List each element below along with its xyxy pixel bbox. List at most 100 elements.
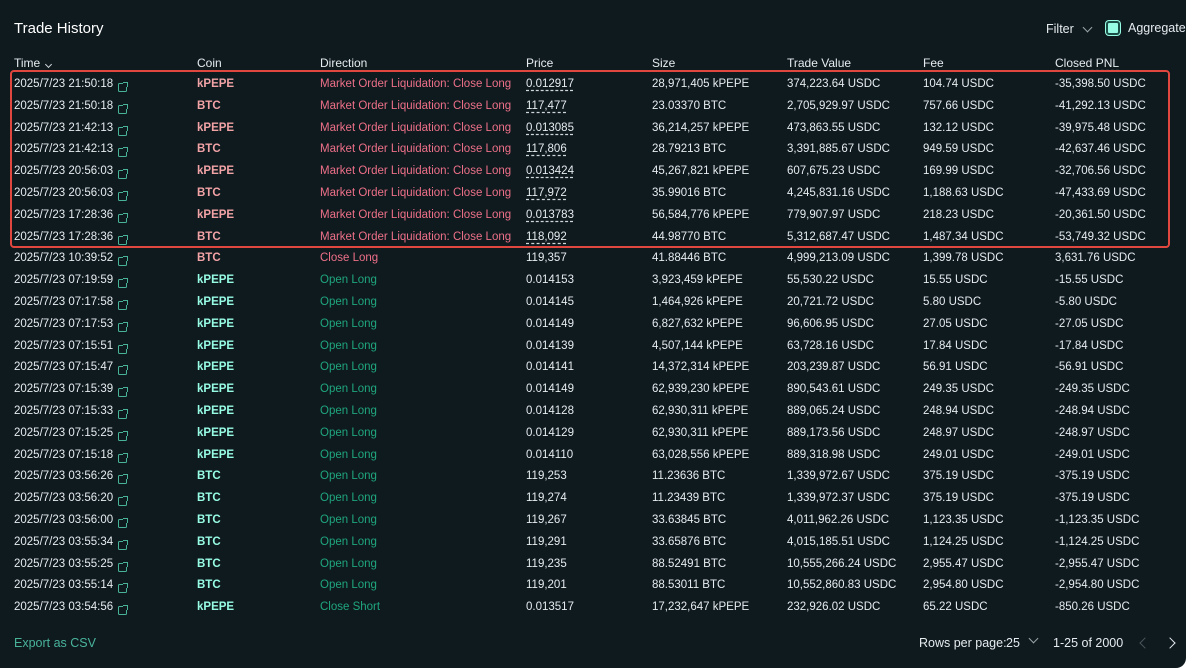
coin-cell[interactable]: kPEPE bbox=[197, 165, 235, 178]
coin-cell[interactable]: BTC bbox=[197, 470, 221, 483]
external-link-icon[interactable] bbox=[118, 605, 129, 616]
price-cell[interactable]: 117,972 bbox=[526, 186, 567, 199]
coin-cell[interactable]: BTC bbox=[197, 186, 221, 199]
coin-cell[interactable]: BTC bbox=[197, 492, 221, 505]
price-cell[interactable]: 117,477 bbox=[526, 99, 567, 112]
next-page-icon[interactable] bbox=[1164, 637, 1176, 649]
external-link-icon[interactable] bbox=[118, 169, 129, 180]
trade-value-cell: 5,312,687.47 USDC bbox=[787, 230, 890, 243]
previous-page-icon[interactable] bbox=[1139, 637, 1151, 649]
external-link-icon[interactable] bbox=[118, 474, 129, 485]
table-row: 2025/7/23 07:15:39 kPEPE Open Long 0.014149… bbox=[0, 378, 1186, 400]
price-cell: 119,235 bbox=[526, 557, 567, 570]
chevron-down-icon[interactable] bbox=[1028, 633, 1039, 644]
coin-cell[interactable]: kPEPE bbox=[197, 121, 235, 134]
column-header-fee[interactable]: Fee bbox=[923, 56, 944, 70]
external-link-icon[interactable] bbox=[118, 190, 129, 201]
external-link-icon[interactable] bbox=[118, 365, 129, 376]
column-header-coin[interactable]: Coin bbox=[197, 56, 222, 70]
closed-pnl-cell: -42,637.46 USDC bbox=[1055, 143, 1146, 156]
closed-pnl-cell: -375.19 USDC bbox=[1055, 470, 1130, 483]
external-link-icon[interactable] bbox=[118, 539, 129, 550]
size-cell: 3,923,459 kPEPE bbox=[652, 274, 743, 287]
table-row: 2025/7/23 03:56:00 BTC Open Long 119,267 33.… bbox=[0, 509, 1186, 531]
column-header-direction[interactable]: Direction bbox=[320, 56, 368, 70]
aggregate-checkbox[interactable] bbox=[1106, 21, 1120, 35]
coin-cell[interactable]: kPEPE bbox=[197, 601, 235, 614]
coin-cell[interactable]: kPEPE bbox=[197, 78, 235, 90]
trade-time: 2025/7/23 21:42:13 bbox=[14, 143, 114, 156]
coin-cell[interactable]: kPEPE bbox=[197, 274, 235, 287]
column-header-size[interactable]: Size bbox=[652, 56, 676, 70]
price-cell[interactable]: 117,806 bbox=[526, 143, 567, 156]
coin-cell[interactable]: kPEPE bbox=[197, 404, 235, 417]
external-link-icon[interactable] bbox=[118, 430, 129, 441]
coin-cell[interactable]: kPEPE bbox=[197, 426, 235, 439]
column-header-time[interactable]: Time bbox=[14, 56, 53, 70]
price-cell: 119,291 bbox=[526, 535, 567, 548]
coin-cell[interactable]: BTC bbox=[197, 99, 221, 112]
table-header: Time Coin Direction Price Size Trade Val… bbox=[0, 56, 1186, 70]
aggregate-toggle[interactable]: Aggregate bbox=[1106, 21, 1186, 35]
coin-cell[interactable]: BTC bbox=[197, 535, 221, 548]
table-row: 2025/7/23 03:55:34 BTC Open Long 119,291 33.… bbox=[0, 531, 1186, 553]
external-link-icon[interactable] bbox=[118, 517, 129, 528]
coin-cell[interactable]: kPEPE bbox=[197, 448, 235, 461]
external-link-icon[interactable] bbox=[118, 125, 129, 136]
trade-time-cell: 2025/7/23 03:54:56 bbox=[14, 601, 129, 616]
coin-cell[interactable]: BTC bbox=[197, 579, 221, 592]
column-header-price[interactable]: Price bbox=[526, 56, 554, 70]
coin-cell[interactable]: kPEPE bbox=[197, 361, 235, 374]
coin-cell[interactable]: kPEPE bbox=[197, 317, 235, 330]
external-link-icon[interactable] bbox=[118, 212, 129, 223]
external-link-icon[interactable] bbox=[118, 561, 129, 572]
external-link-icon[interactable] bbox=[118, 278, 129, 289]
trade-time: 2025/7/23 07:15:18 bbox=[14, 448, 114, 461]
price-cell[interactable]: 0.013085 bbox=[526, 121, 574, 134]
table-row: 2025/7/23 07:15:18 kPEPE Open Long 0.014110… bbox=[0, 444, 1186, 466]
external-link-icon[interactable] bbox=[118, 321, 129, 332]
closed-pnl-cell: -17.84 USDC bbox=[1055, 339, 1124, 352]
fee-cell: 949.59 USDC bbox=[923, 143, 994, 156]
table-row: 2025/7/23 03:56:26 BTC Open Long 119,253 11.… bbox=[0, 465, 1186, 487]
closed-pnl-cell: -248.97 USDC bbox=[1055, 426, 1130, 439]
coin-cell[interactable]: kPEPE bbox=[197, 383, 235, 396]
rows-per-page-select[interactable]: 25 bbox=[1006, 636, 1020, 650]
filter-dropdown[interactable]: Filter bbox=[1046, 22, 1093, 36]
external-link-icon[interactable] bbox=[118, 82, 129, 92]
column-header-closed-pnl[interactable]: Closed PNL bbox=[1055, 56, 1120, 70]
price-cell[interactable]: 0.013783 bbox=[526, 208, 574, 221]
external-link-icon[interactable] bbox=[118, 387, 129, 398]
column-header-trade-value[interactable]: Trade Value bbox=[787, 56, 852, 70]
closed-pnl-cell: -375.19 USDC bbox=[1055, 492, 1130, 505]
external-link-icon[interactable] bbox=[118, 147, 129, 158]
trade-time: 2025/7/23 21:50:18 bbox=[14, 99, 114, 112]
coin-cell[interactable]: BTC bbox=[197, 513, 221, 526]
export-csv-link[interactable]: Export as CSV bbox=[14, 636, 96, 650]
trade-value-cell: 2,705,929.97 USDC bbox=[787, 99, 890, 112]
price-cell[interactable]: 0.012917 bbox=[526, 78, 574, 90]
trade-time: 2025/7/23 07:17:58 bbox=[14, 295, 114, 308]
external-link-icon[interactable] bbox=[118, 452, 129, 463]
coin-cell[interactable]: BTC bbox=[197, 557, 221, 570]
closed-pnl-cell: -2,955.47 USDC bbox=[1055, 557, 1140, 570]
external-link-icon[interactable] bbox=[118, 408, 129, 419]
coin-cell[interactable]: kPEPE bbox=[197, 208, 235, 221]
coin-cell[interactable]: BTC bbox=[197, 230, 221, 243]
external-link-icon[interactable] bbox=[118, 496, 129, 507]
external-link-icon[interactable] bbox=[118, 256, 129, 267]
coin-cell[interactable]: BTC bbox=[197, 143, 221, 156]
external-link-icon[interactable] bbox=[118, 343, 129, 354]
coin-cell[interactable]: BTC bbox=[197, 252, 221, 265]
price-cell: 119,253 bbox=[526, 470, 567, 483]
external-link-icon[interactable] bbox=[118, 103, 129, 114]
price-cell[interactable]: 118,092 bbox=[526, 230, 567, 243]
trade-value-cell: 4,011,962.26 USDC bbox=[787, 513, 890, 526]
fee-cell: 15.55 USDC bbox=[923, 274, 988, 287]
coin-cell[interactable]: kPEPE bbox=[197, 339, 235, 352]
external-link-icon[interactable] bbox=[118, 583, 129, 594]
external-link-icon[interactable] bbox=[118, 234, 129, 245]
external-link-icon[interactable] bbox=[118, 299, 129, 310]
price-cell[interactable]: 0.013424 bbox=[526, 165, 574, 178]
coin-cell[interactable]: kPEPE bbox=[197, 295, 235, 308]
